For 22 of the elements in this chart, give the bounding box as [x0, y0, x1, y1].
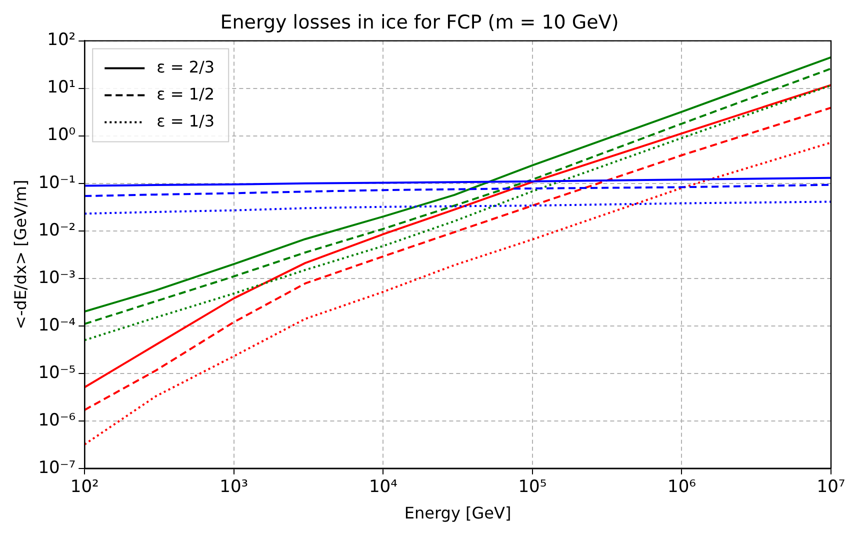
y-tick-label: 10⁻³	[38, 268, 76, 288]
x-tick-label: 10³	[220, 477, 248, 498]
y-tick-label: 10⁻⁷	[38, 458, 76, 478]
y-tick-label: 10⁰	[47, 125, 76, 146]
y-axis-title: <-dE/dx> [GeV/m]	[10, 180, 30, 330]
x-tick-label: 10⁵	[518, 477, 547, 498]
x-tick-label: 10⁶	[667, 477, 696, 498]
y-tick-label: 10⁻⁴	[38, 315, 76, 336]
legend-label: ε = 2/3	[156, 57, 215, 76]
x-axis-title: Energy [GeV]	[404, 504, 512, 523]
legend-label: ε = 1/2	[156, 84, 215, 104]
x-tick-label: 10²	[70, 477, 99, 498]
x-tick-label: 10⁴	[368, 477, 398, 498]
x-tick-label: 10⁷	[816, 477, 846, 498]
legend-label: ε = 1/3	[156, 111, 215, 130]
y-tick-label: 10¹	[47, 78, 76, 98]
y-tick-label: 10⁻⁵	[38, 362, 76, 383]
y-tick-label: 10⁻²	[38, 220, 76, 240]
y-tick-label: 10²	[47, 30, 76, 50]
y-tick-label: 10⁻¹	[38, 172, 76, 193]
y-tick-label: 10⁻⁶	[38, 410, 76, 430]
chart-title: Energy losses in ice for FCP (m = 10 GeV)	[220, 11, 619, 34]
